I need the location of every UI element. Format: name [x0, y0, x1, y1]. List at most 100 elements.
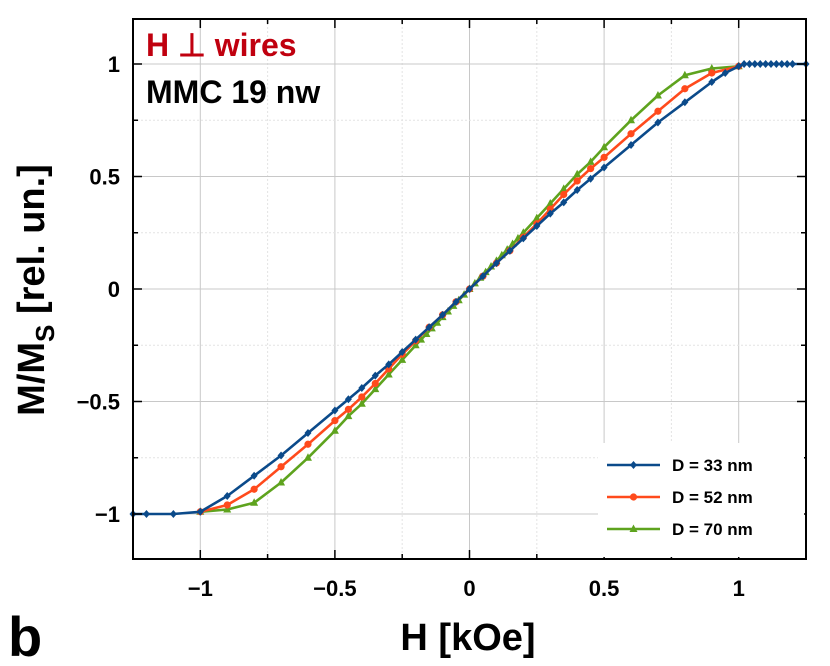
data-point — [778, 60, 786, 68]
data-point — [600, 142, 609, 151]
y-tick-label: −1 — [95, 502, 120, 527]
data-point — [740, 60, 748, 68]
y-tick-label: 1 — [108, 52, 120, 77]
data-point — [627, 115, 636, 124]
legend-swatch-marker — [629, 524, 638, 532]
y-axis-title: M/MS [rel. un.] — [11, 164, 60, 416]
data-point — [681, 85, 689, 93]
data-point — [756, 60, 764, 68]
y-axis-title-suffix: [rel. un.] — [11, 164, 53, 324]
data-point — [223, 501, 231, 509]
data-point — [654, 107, 662, 115]
data-point — [532, 213, 541, 222]
data-point — [560, 198, 568, 207]
data-point — [425, 323, 433, 332]
data-point — [371, 384, 380, 393]
data-point — [573, 186, 581, 194]
data-point — [344, 395, 352, 404]
x-tick-label: 0.5 — [589, 576, 620, 601]
data-point — [223, 492, 231, 500]
annotation-field-orientation: H ⊥ wires — [146, 27, 297, 63]
data-point — [304, 429, 312, 437]
data-point — [772, 60, 780, 68]
x-tick-label: 1 — [733, 576, 745, 601]
data-point — [371, 379, 379, 388]
data-point — [439, 310, 447, 319]
data-point — [587, 174, 595, 183]
data-point — [277, 451, 285, 460]
data-point — [762, 60, 770, 68]
data-point — [330, 426, 339, 434]
data-point — [250, 498, 259, 506]
data-point — [331, 417, 339, 425]
data-point — [627, 141, 635, 149]
data-point — [735, 62, 743, 71]
data-point — [358, 393, 366, 401]
data-point — [680, 70, 689, 79]
data-point — [433, 318, 442, 326]
data-point — [303, 453, 312, 461]
data-point — [721, 69, 729, 77]
series-1 — [129, 60, 810, 518]
data-point — [708, 69, 716, 77]
annotation-sample-name: MMC 19 nw — [146, 74, 320, 110]
data-point — [411, 340, 420, 349]
data-point — [371, 371, 379, 380]
data-point — [357, 399, 366, 407]
data-point — [708, 78, 716, 86]
legend: D = 33 nm D = 52 nm D = 70 nm — [598, 443, 804, 557]
data-point — [196, 507, 204, 516]
data-point — [452, 297, 460, 306]
data-point — [422, 329, 431, 337]
data-point — [344, 411, 353, 420]
data-point — [783, 60, 791, 68]
data-point — [627, 130, 635, 138]
data-point — [466, 285, 473, 293]
data-point — [169, 510, 177, 518]
data-point — [767, 60, 775, 68]
data-point — [573, 177, 581, 185]
x-tick-labels: −1 −0.5 0 0.5 1 — [188, 576, 745, 601]
x-tick-label: −1 — [188, 576, 213, 601]
x-tick-label: 0 — [463, 576, 475, 601]
data-point — [142, 510, 150, 518]
data-point — [559, 184, 568, 192]
data-point — [533, 222, 541, 230]
data-point — [751, 60, 759, 68]
data-point — [412, 335, 420, 344]
series-layer — [129, 60, 810, 518]
data-point — [250, 471, 258, 480]
data-point — [506, 246, 514, 255]
data-point — [745, 60, 753, 68]
data-point — [344, 405, 352, 413]
data-point — [560, 190, 568, 199]
data-point — [681, 98, 689, 107]
y-axis-title-subscript: S — [30, 325, 60, 342]
legend-swatch-marker — [630, 461, 637, 469]
data-point — [398, 355, 407, 363]
data-point — [573, 169, 582, 178]
panel-label: b — [8, 605, 42, 666]
legend-label: D = 52 nm — [672, 488, 753, 507]
data-point — [277, 463, 285, 471]
data-point — [654, 118, 662, 127]
data-point — [546, 209, 554, 218]
x-axis-title: H [kOe] — [400, 617, 535, 659]
y-tick-labels: −1 −0.5 0 0.5 1 — [77, 52, 120, 527]
data-point — [789, 60, 797, 68]
data-point — [587, 165, 595, 173]
legend-swatch-marker — [629, 493, 638, 501]
data-point — [586, 157, 595, 165]
x-tick-label: −0.5 — [313, 576, 356, 601]
data-point — [398, 348, 406, 356]
data-point — [277, 478, 286, 486]
data-point — [653, 91, 662, 99]
data-point — [479, 272, 487, 281]
data-point — [385, 360, 393, 369]
data-point — [223, 505, 232, 513]
y-tick-label: −0.5 — [77, 390, 120, 415]
data-point — [492, 259, 500, 268]
data-point — [707, 64, 716, 72]
data-point — [600, 163, 608, 172]
